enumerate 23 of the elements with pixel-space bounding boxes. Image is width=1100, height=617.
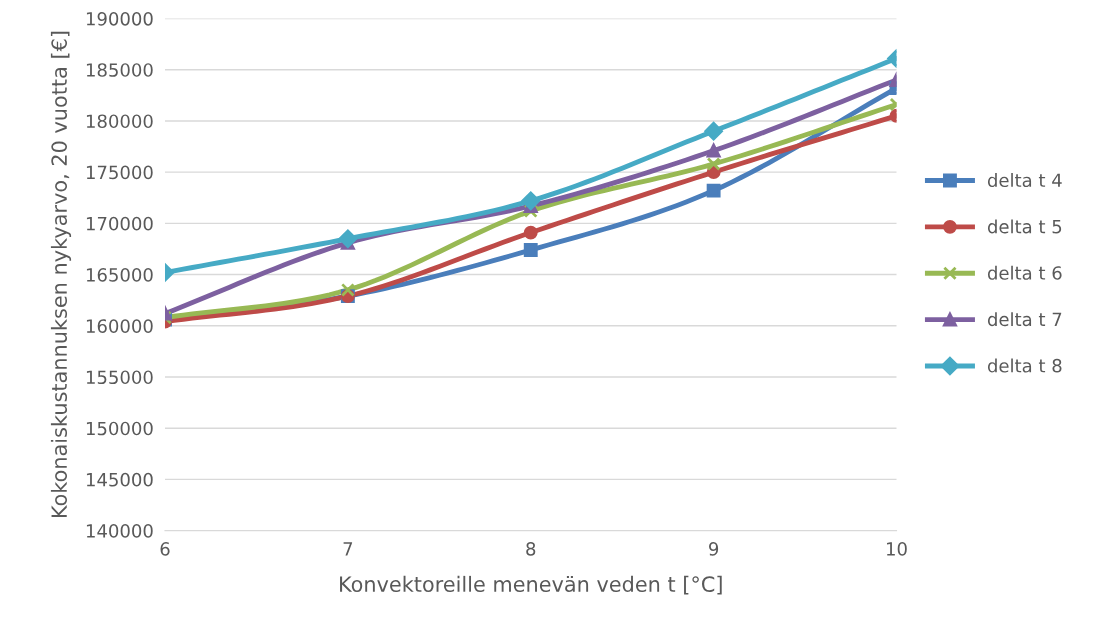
legend-label: delta t 5 — [987, 219, 1062, 234]
x-axis-title: Konvektoreille menevän veden t [°C] — [340, 575, 722, 595]
x-tick-label: 9 — [709, 542, 719, 556]
y-tick-label: 180000 — [86, 114, 153, 129]
y-axis-title: Kokonaiskustannuksen nykyarvo, 20 vuotta [€] — [50, 31, 72, 518]
legend-label: delta t 6 — [987, 265, 1062, 280]
y-tick-label: 160000 — [86, 319, 153, 333]
y-tick-label: 145000 — [86, 472, 153, 487]
y-tick-label: 170000 — [86, 216, 153, 231]
y-tick-label: 185000 — [86, 63, 153, 77]
y-tick-label: 150000 — [86, 421, 153, 436]
legend-label: delta t 8 — [987, 358, 1062, 373]
x-tick-label: 10 — [887, 542, 907, 556]
legend-label: delta t 7 — [987, 312, 1062, 327]
y-tick-label: 165000 — [86, 268, 153, 282]
y-tick-label: 175000 — [86, 165, 153, 180]
y-tick-label: 155000 — [86, 370, 153, 385]
y-tick-label: 140000 — [86, 524, 153, 538]
legend-label: delta t 4 — [987, 173, 1062, 188]
y-tick-label: 190000 — [86, 11, 153, 26]
x-tick-label: 7 — [343, 542, 353, 556]
x-tick-label: 8 — [526, 542, 536, 556]
x-tick-label: 6 — [160, 542, 170, 556]
